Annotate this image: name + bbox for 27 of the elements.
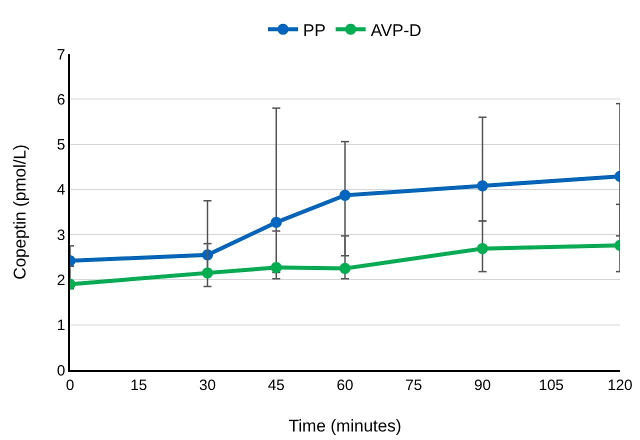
y-tick-label: 0 — [56, 362, 66, 380]
x-tick-label: 30 — [199, 376, 216, 394]
x-tick-label: 45 — [268, 376, 285, 394]
y-tick-label: 1 — [56, 317, 66, 334]
x-tick-label: 60 — [336, 376, 354, 394]
point — [270, 262, 282, 274]
x-tick-label: 75 — [405, 376, 422, 394]
legend-label: AVP-D — [370, 20, 422, 40]
point — [340, 190, 350, 201]
y-tick-label: 5 — [56, 136, 66, 154]
y-tick-label: 6 — [56, 91, 66, 108]
y-tick-label: 2 — [56, 272, 66, 289]
point — [270, 216, 282, 228]
point — [202, 267, 213, 278]
y-axis-title: Copeptin (pmol/L) — [10, 144, 30, 280]
x-tick-label: 120 — [607, 376, 633, 394]
y-tick-label: 3 — [56, 226, 66, 244]
point — [477, 180, 488, 192]
y-tick-label: 4 — [56, 182, 66, 199]
x-tick-label: 15 — [130, 376, 148, 394]
x-tick-label: 105 — [538, 376, 564, 394]
point — [340, 262, 350, 274]
y-tick-label: 7 — [56, 46, 66, 64]
legend-label: PP — [303, 20, 326, 40]
x-axis-title: Time (minutes) — [288, 416, 402, 436]
point — [477, 243, 488, 254]
x-tick-label: 90 — [474, 376, 491, 394]
